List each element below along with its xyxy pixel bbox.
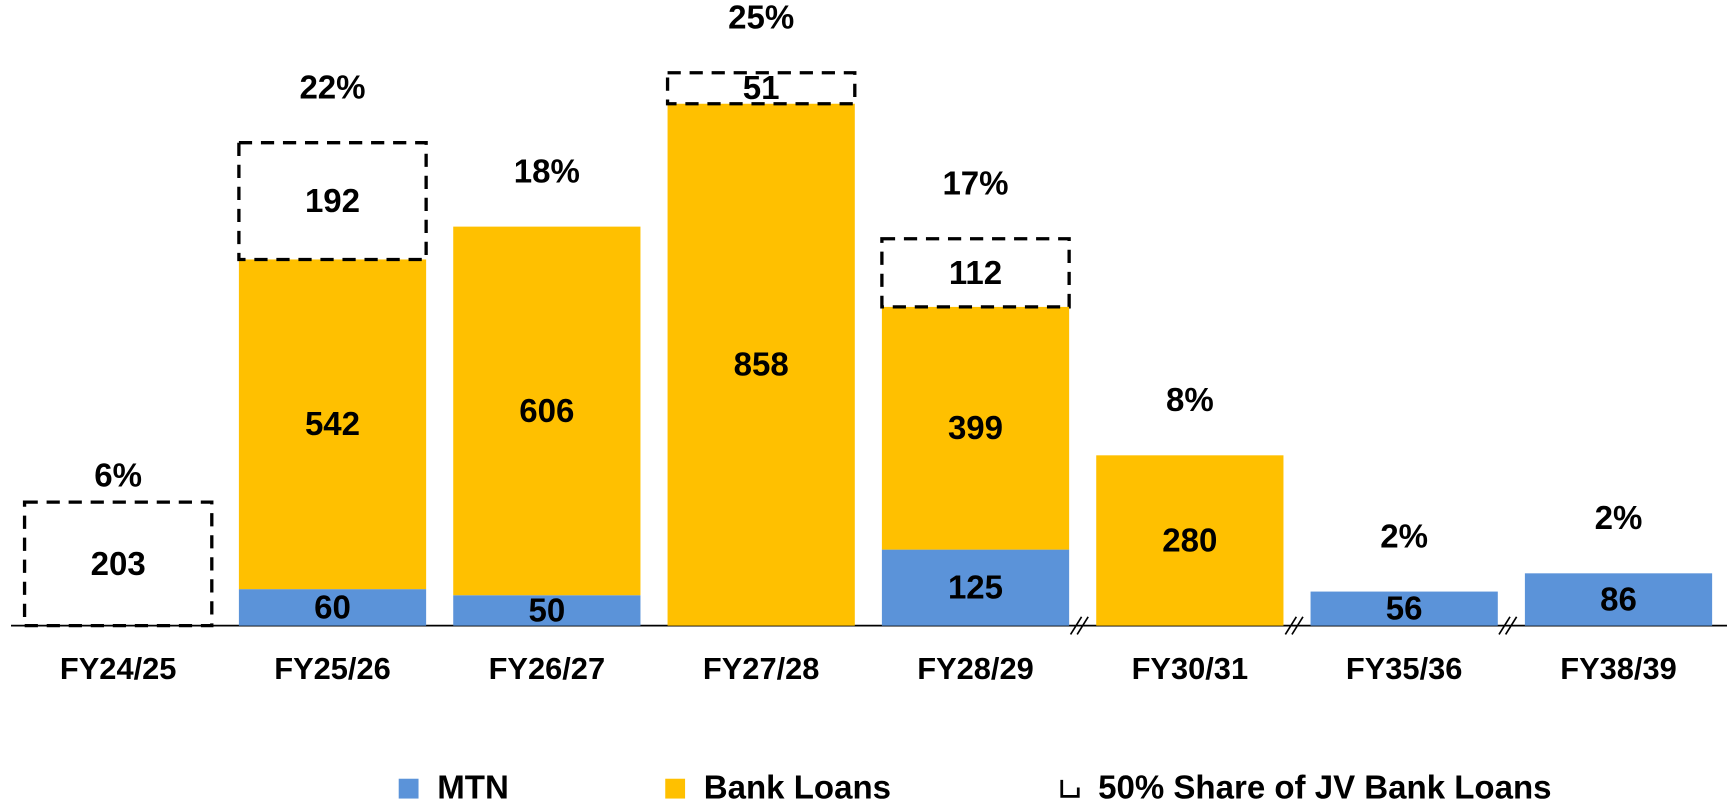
bar-segment bbox=[667, 103, 855, 626]
value-label: 86 bbox=[1600, 581, 1637, 618]
value-label: 51 bbox=[743, 70, 780, 107]
value-label: 125 bbox=[948, 570, 1003, 607]
value-label: 399 bbox=[948, 410, 1003, 447]
value-label: 203 bbox=[91, 546, 146, 583]
value-label: 606 bbox=[519, 393, 574, 430]
share-label: 2% bbox=[1595, 500, 1643, 537]
bar-segment bbox=[237, 141, 428, 262]
value-label: 56 bbox=[1386, 591, 1423, 628]
legend-swatch bbox=[665, 778, 686, 799]
x-tick-label: FY38/39 bbox=[1560, 651, 1677, 686]
x-tick-label: FY24/25 bbox=[60, 651, 177, 686]
legend-label: MTN bbox=[437, 769, 509, 803]
x-tick-label: FY26/27 bbox=[489, 651, 606, 686]
share-label: 18% bbox=[514, 153, 580, 190]
bar-segment bbox=[453, 226, 641, 596]
legend-swatch bbox=[1060, 779, 1080, 798]
x-tick-label: FY35/36 bbox=[1346, 651, 1463, 686]
bar-segment bbox=[238, 589, 427, 626]
value-label: 50 bbox=[528, 592, 565, 629]
share-label: 17% bbox=[942, 166, 1008, 203]
bar-segment bbox=[1096, 455, 1284, 626]
axis-breaks bbox=[1069, 616, 1518, 635]
bar-segment bbox=[1524, 573, 1713, 626]
legend-label: 50% Share of JV Bank Loans bbox=[1098, 769, 1551, 803]
bar-segment bbox=[880, 237, 1071, 309]
x-tick-label: FY30/31 bbox=[1132, 651, 1249, 686]
legend-label: Bank Loans bbox=[704, 769, 891, 803]
bar-segment bbox=[881, 549, 1070, 626]
share-label: 6% bbox=[94, 458, 142, 495]
share-label: 22% bbox=[299, 70, 365, 107]
bar-segment bbox=[665, 71, 857, 106]
x-tick-label: FY28/29 bbox=[917, 651, 1034, 686]
legend-swatch bbox=[398, 778, 419, 799]
share-label: 25% bbox=[728, 0, 794, 37]
share-label: 8% bbox=[1166, 382, 1214, 419]
bar-segment bbox=[453, 595, 641, 626]
value-label: 858 bbox=[734, 347, 789, 384]
bar-segment bbox=[238, 259, 427, 590]
x-tick-label: FY25/26 bbox=[274, 651, 391, 686]
value-label: 542 bbox=[305, 406, 360, 443]
value-label: 112 bbox=[949, 255, 1002, 292]
bar-segment bbox=[881, 306, 1070, 550]
value-label: 192 bbox=[305, 183, 360, 220]
x-tick-label: FY27/28 bbox=[703, 651, 820, 686]
value-label: 60 bbox=[314, 589, 351, 626]
bar-segment bbox=[1310, 591, 1498, 626]
share-label: 2% bbox=[1380, 518, 1428, 555]
bar-segment bbox=[22, 500, 214, 628]
legend: MTN Bank Loans 50% Share of JV Bank Loans bbox=[398, 769, 1552, 803]
value-label: 280 bbox=[1162, 522, 1217, 559]
